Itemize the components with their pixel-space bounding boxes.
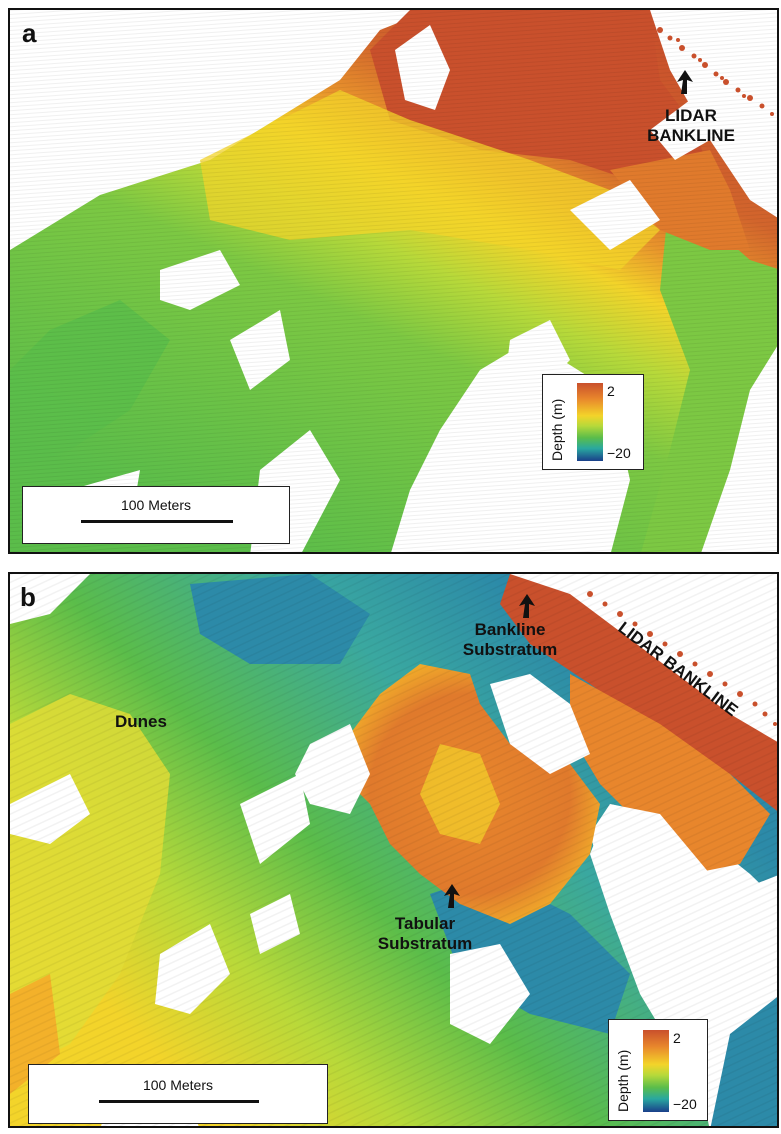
panel-a-map: a LIDAR BANKLINE 100 Meters Depth (m) 2 … <box>8 8 779 554</box>
scale-bar-b <box>99 1100 259 1103</box>
legend-title-b: Depth (m) <box>615 1049 631 1112</box>
survey-swaths-b <box>10 574 777 1126</box>
scale-bar-box-b: 100 Meters <box>28 1064 328 1124</box>
tabular-substratum-label: Tabular Substratum <box>370 914 480 954</box>
panel-b-bathymetry <box>10 574 777 1126</box>
panel-letter-a: a <box>22 18 37 48</box>
legend-max-a: 2 <box>607 383 615 399</box>
tabular-substratum-line1: Tabular <box>394 914 456 933</box>
scale-bar-a <box>81 520 233 523</box>
legend-title-a: Depth (m) <box>549 398 565 461</box>
panel-b-map: b Bankline Substratum LIDAR BANKLINE Dun… <box>8 572 779 1128</box>
lidar-bankline-line2: BANKLINE <box>647 126 735 145</box>
scale-label-a: 100 Meters <box>120 497 192 513</box>
depth-legend-a: Depth (m) 2 −20 <box>542 374 644 470</box>
arrow-up-icon <box>444 884 460 908</box>
scale-label-b: 100 Meters <box>142 1077 214 1093</box>
bankline-substratum-line1: Bankline <box>474 620 546 639</box>
legend-ramp-b <box>643 1030 669 1112</box>
scale-bar-box-a: 100 Meters <box>22 486 290 544</box>
tabular-substratum-line2: Substratum <box>377 934 473 953</box>
panel-letter-b: b <box>20 582 36 612</box>
panel-a-bathymetry <box>10 10 777 552</box>
lidar-bankline-label-a: LIDAR BANKLINE <box>636 106 746 146</box>
arrow-up-icon <box>519 594 535 618</box>
survey-swaths-a <box>10 10 777 552</box>
arrow-up-icon <box>677 70 693 94</box>
lidar-bankline-line1: LIDAR <box>665 106 717 125</box>
dunes-label: Dunes <box>115 712 167 731</box>
legend-min-b: −20 <box>673 1096 697 1112</box>
legend-min-a: −20 <box>607 445 631 461</box>
lidar-bankline-points-b <box>587 591 777 726</box>
legend-max-b: 2 <box>673 1030 681 1046</box>
legend-ramp-a <box>577 383 603 461</box>
bankline-substratum-line2: Substratum <box>462 640 558 659</box>
bankline-substratum-label: Bankline Substratum <box>450 620 570 660</box>
depth-legend-b: Depth (m) 2 −20 <box>608 1019 708 1121</box>
lidar-bankline-points-a <box>657 27 774 116</box>
